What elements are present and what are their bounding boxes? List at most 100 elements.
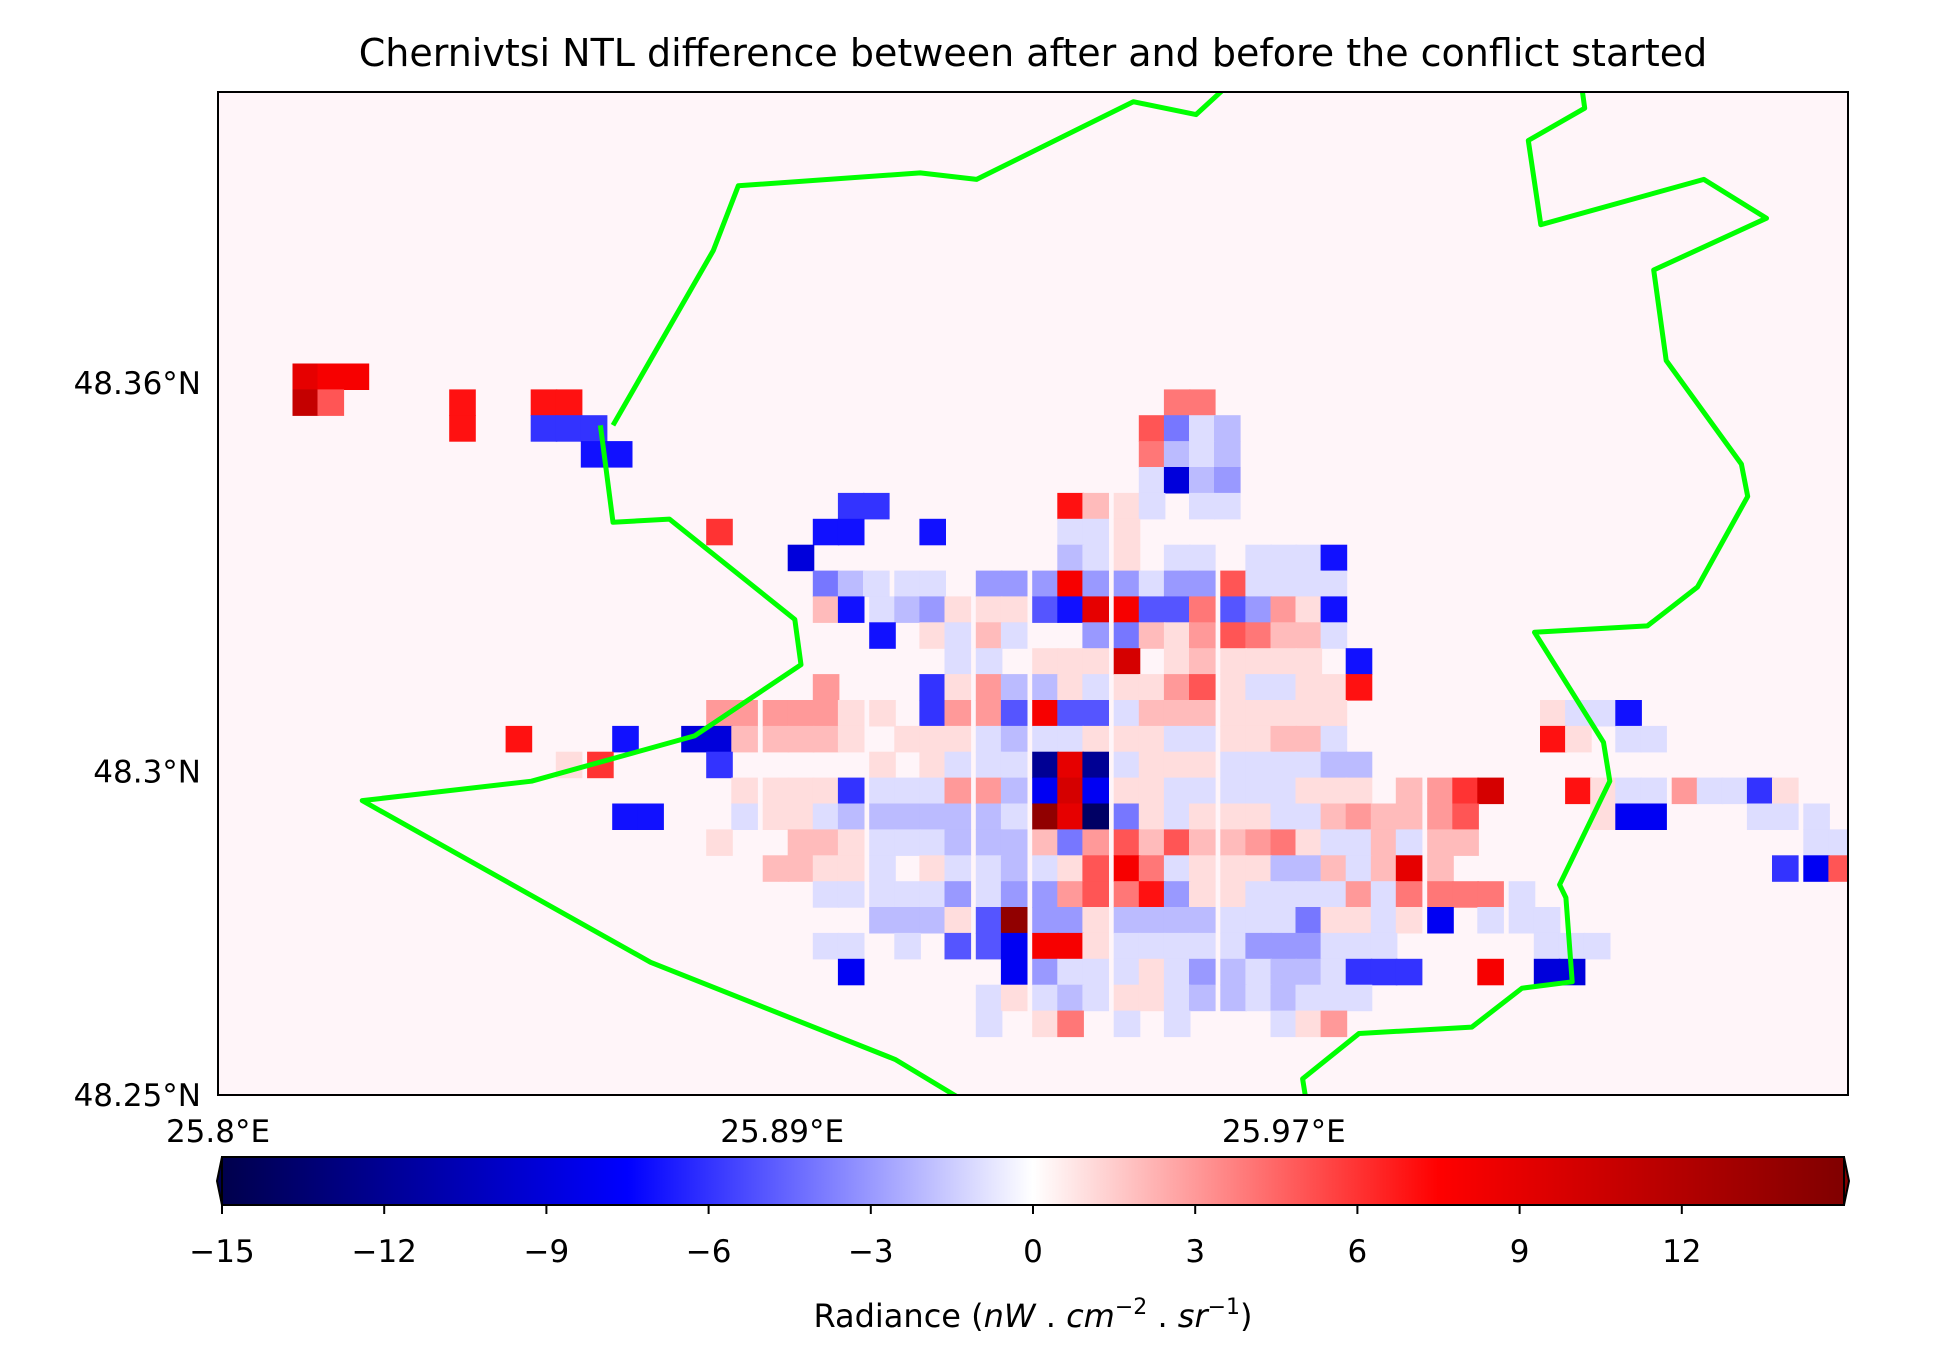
x-tick-label: 25.8°E bbox=[166, 1114, 270, 1150]
radiance-pixel bbox=[1189, 881, 1216, 908]
radiance-pixel bbox=[919, 803, 946, 830]
radiance-pixel bbox=[1138, 907, 1166, 934]
radiance-pixel bbox=[1032, 674, 1059, 701]
radiance-pixel bbox=[1189, 622, 1216, 649]
radiance-pixel bbox=[1270, 751, 1298, 779]
radiance-pixel bbox=[1113, 777, 1141, 805]
radiance-pixel bbox=[919, 907, 946, 934]
radiance-pixel bbox=[1057, 648, 1084, 675]
radiance-pixel bbox=[731, 725, 758, 753]
radiance-pixel bbox=[1000, 751, 1028, 779]
radiance-pixel bbox=[1189, 467, 1216, 494]
radiance-pixel bbox=[869, 596, 896, 623]
radiance-pixel bbox=[1138, 932, 1166, 960]
radiance-pixel bbox=[1220, 881, 1247, 908]
radiance-pixel bbox=[1320, 984, 1348, 1012]
colorbar-label-exp-cm: −2 bbox=[1115, 1295, 1147, 1320]
radiance-pixel bbox=[1163, 415, 1191, 442]
radiance-pixel bbox=[1032, 932, 1059, 960]
radiance-pixel bbox=[919, 518, 946, 546]
y-tick-label: 48.25°N bbox=[74, 1078, 201, 1114]
radiance-pixel bbox=[1138, 855, 1166, 882]
colorbar-label-exp-sr: −1 bbox=[1208, 1295, 1240, 1320]
radiance-pixel bbox=[1245, 777, 1272, 805]
radiance-pixel bbox=[1270, 648, 1298, 675]
radiance-pixel bbox=[706, 518, 733, 546]
radiance-pixel bbox=[292, 389, 320, 416]
radiance-pixel bbox=[1214, 467, 1241, 494]
radiance-pixel bbox=[1113, 751, 1141, 779]
radiance-pixel bbox=[1163, 467, 1191, 494]
radiance-pixel bbox=[555, 415, 583, 442]
radiance-pixel bbox=[894, 596, 921, 623]
radiance-pixel bbox=[837, 958, 865, 986]
radiance-pixel bbox=[1295, 751, 1323, 779]
radiance-pixel bbox=[1772, 777, 1799, 805]
radiance-pixel bbox=[1189, 570, 1216, 598]
radiance-pixel bbox=[530, 415, 558, 442]
radiance-pixel bbox=[1057, 518, 1084, 546]
radiance-pixel bbox=[1220, 803, 1247, 830]
radiance-pixel bbox=[1000, 674, 1028, 701]
radiance-pixel bbox=[894, 881, 921, 908]
radiance-pixel bbox=[1220, 984, 1247, 1012]
radiance-pixel bbox=[1320, 596, 1348, 623]
radiance-pixel bbox=[1000, 932, 1028, 960]
radiance-pixel bbox=[1320, 855, 1348, 882]
radiance-pixel bbox=[1138, 881, 1166, 908]
radiance-pixel bbox=[812, 932, 840, 960]
radiance-pixel bbox=[812, 700, 840, 727]
radiance-pixel bbox=[1395, 881, 1423, 908]
radiance-pixel bbox=[1057, 492, 1084, 520]
radiance-pixel bbox=[787, 803, 815, 830]
radiance-pixel bbox=[1270, 596, 1298, 623]
radiance-pixel bbox=[1452, 803, 1479, 830]
radiance-pixel bbox=[894, 907, 921, 934]
radiance-pixel bbox=[944, 674, 972, 701]
radiance-pixel bbox=[762, 803, 790, 830]
radiance-pixel bbox=[1295, 855, 1323, 882]
radiance-pixel bbox=[1565, 777, 1592, 805]
radiance-pixel bbox=[919, 570, 946, 598]
radiance-pixel bbox=[944, 622, 972, 649]
radiance-pixel bbox=[1000, 855, 1028, 882]
radiance-pixel bbox=[1113, 700, 1141, 727]
radiance-pixel bbox=[1345, 958, 1373, 986]
radiance-pixel bbox=[1295, 932, 1323, 960]
radiance-pixel bbox=[944, 932, 972, 960]
radiance-pixel bbox=[1113, 492, 1141, 520]
radiance-pixel bbox=[1082, 518, 1109, 546]
radiance-pixel bbox=[894, 777, 921, 805]
radiance-pixel bbox=[1082, 725, 1109, 753]
radiance-pixel bbox=[1082, 544, 1109, 572]
radiance-pixel bbox=[1189, 907, 1216, 934]
radiance-pixel bbox=[1138, 622, 1166, 649]
radiance-pixel bbox=[1295, 648, 1323, 675]
radiance-pixel bbox=[1214, 492, 1241, 520]
radiance-pixel bbox=[787, 700, 815, 727]
radiance-pixel bbox=[837, 777, 865, 805]
radiance-pixel bbox=[1345, 881, 1373, 908]
radiance-pixel bbox=[1395, 907, 1423, 934]
radiance-pixel bbox=[1163, 932, 1191, 960]
radiance-pixel bbox=[837, 596, 865, 623]
colorbar-tick-label: 6 bbox=[1348, 1234, 1368, 1270]
radiance-pixel bbox=[317, 363, 345, 390]
radiance-pixel bbox=[1000, 958, 1028, 986]
radiance-pixel bbox=[762, 700, 790, 727]
radiance-pixel bbox=[1163, 855, 1191, 882]
radiance-pixel bbox=[837, 725, 865, 753]
radiance-pixel bbox=[1189, 958, 1216, 986]
radiance-pixel bbox=[1270, 570, 1298, 598]
radiance-pixel bbox=[1113, 855, 1141, 882]
radiance-pixel bbox=[1138, 984, 1166, 1012]
radiance-pixel bbox=[1057, 984, 1084, 1012]
radiance-pixel bbox=[1057, 725, 1084, 753]
radiance-pixel bbox=[342, 363, 370, 390]
radiance-pixel bbox=[894, 803, 921, 830]
radiance-pixel bbox=[1000, 803, 1028, 830]
radiance-pixel bbox=[863, 570, 890, 598]
radiance-pixel bbox=[1113, 674, 1141, 701]
radiance-pixel bbox=[1245, 958, 1272, 986]
